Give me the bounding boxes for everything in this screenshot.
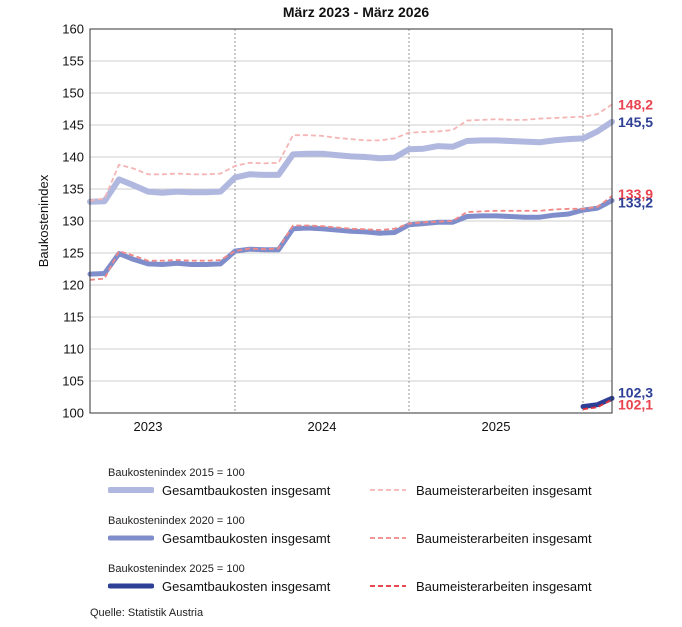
legend-heading: Baukostenindex 2020 = 100 <box>108 515 245 527</box>
legend-item-solid: Gesamtbaukosten insgesamt <box>108 528 330 548</box>
y-tick-label: 115 <box>63 310 84 325</box>
y-tick-label: 125 <box>62 246 84 261</box>
end-value-label: 133,2 <box>618 195 653 211</box>
y-tick-label: 160 <box>62 22 84 37</box>
y-tick-label: 135 <box>62 182 84 197</box>
x-tick-label: 2023 <box>134 419 163 434</box>
series-line-2020-baumeisterarbeiten <box>89 195 613 281</box>
series-layer <box>87 103 615 411</box>
series-line-2015-baumeisterarbeiten <box>89 103 613 202</box>
y-tick-label: 105 <box>62 374 84 389</box>
y-tick-label: 145 <box>62 118 84 133</box>
series-line-2025-gesamtbaukosten <box>580 395 615 410</box>
legend-heading: Baukostenindex 2025 = 100 <box>108 563 245 575</box>
legend-swatch-dashed <box>370 585 406 587</box>
end-value-label: 145,5 <box>618 114 653 130</box>
legend-swatch-dashed <box>370 489 406 491</box>
legend-swatch-solid <box>108 487 154 493</box>
legend-group-2020: Baukostenindex 2020 = 100 Gesamtbaukoste… <box>108 514 628 556</box>
legend-swatch-dashed <box>370 537 406 539</box>
chart-svg: März 2023 - März 2026 Baukostenindex 100… <box>36 4 653 434</box>
end-value-label: 148,2 <box>618 97 653 113</box>
legend: Baukostenindex 2015 = 100 Gesamtbaukoste… <box>108 466 628 610</box>
end-value-label: 102,3 <box>618 384 653 400</box>
legend-item-solid: Gesamtbaukosten insgesamt <box>108 576 330 596</box>
grid <box>90 28 612 414</box>
legend-label: Gesamtbaukosten insgesamt <box>162 578 331 594</box>
legend-swatch-solid <box>108 535 154 541</box>
y-axis-label: Baukostenindex <box>36 174 51 267</box>
legend-swatch-solid <box>108 583 154 589</box>
legend-label: Baumeisterarbeiten insgesamt <box>416 578 592 594</box>
series-line-2015-gesamtbaukosten <box>87 118 615 205</box>
legend-item-dashed: Baumeisterarbeiten insgesamt <box>368 576 592 596</box>
legend-item-dashed: Baumeisterarbeiten insgesamt <box>368 480 592 500</box>
y-tick-label: 130 <box>62 214 84 229</box>
series-line-2020-gesamtbaukosten <box>87 198 615 277</box>
legend-item-solid: Gesamtbaukosten insgesamt <box>108 480 330 500</box>
legend-label: Gesamtbaukosten insgesamt <box>162 482 331 498</box>
legend-heading: Baukostenindex 2015 = 100 <box>108 467 245 479</box>
legend-group-2015: Baukostenindex 2015 = 100 Gesamtbaukoste… <box>108 466 628 508</box>
legend-label: Baumeisterarbeiten insgesamt <box>416 482 592 498</box>
y-tick-label: 120 <box>62 278 84 293</box>
y-tick-label: 150 <box>62 86 84 101</box>
y-tick-label: 155 <box>62 54 84 69</box>
chart-title: März 2023 - März 2026 <box>283 4 430 20</box>
series-line-2025-baumeisterarbeiten <box>582 398 613 411</box>
x-tick-label: 2024 <box>308 419 337 434</box>
legend-group-2025: Baukostenindex 2025 = 100 Gesamtbaukoste… <box>108 562 628 604</box>
end-value-label: 133,9 <box>618 186 653 202</box>
x-tick-label: 2025 <box>482 419 511 434</box>
axis-layer: 100 105 110 115 120 125 130 135 140 145 150 155 160 2… <box>62 22 613 434</box>
legend-label: Baumeisterarbeiten insgesamt <box>416 530 592 546</box>
source-note: Quelle: Statistik Austria <box>90 607 204 619</box>
y-tick-label: 110 <box>63 342 84 357</box>
legend-label: Gesamtbaukosten insgesamt <box>162 530 331 546</box>
legend-item-dashed: Baumeisterarbeiten insgesamt <box>368 528 592 548</box>
plot-frame <box>89 28 613 414</box>
y-tick-label: 100 <box>62 406 84 421</box>
end-value-label: 102,1 <box>618 397 653 413</box>
y-tick-label: 140 <box>62 150 84 165</box>
